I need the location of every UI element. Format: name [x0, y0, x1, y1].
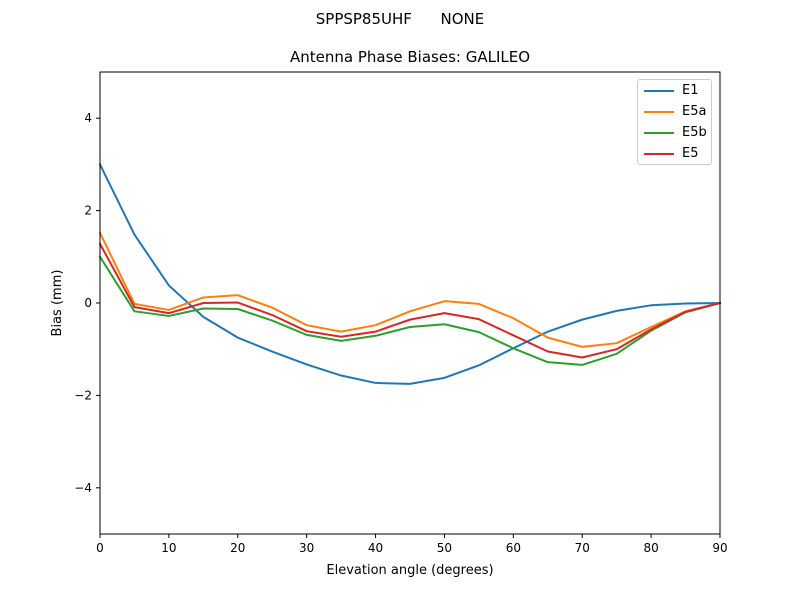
legend-label-e5b: E5b [682, 125, 707, 140]
x-tick-label: 50 [437, 541, 452, 555]
chart-title: Antenna Phase Biases: GALILEO [289, 48, 531, 66]
x-tick-label: 0 [96, 541, 104, 555]
legend-swatch-e5a [644, 111, 674, 113]
x-tick-label: 60 [506, 541, 521, 555]
legend-item-e5a: E5a [644, 102, 710, 122]
series-line-e1 [98, 163, 722, 385]
ticks-layer: 0 10 20 30 40 50 60 70 80 90 −4 −2 0 2 4 [74, 111, 727, 555]
plot-frame [99, 71, 721, 535]
legend-label-e5a: E5a [682, 104, 707, 119]
series-line-e5a [98, 231, 722, 348]
x-tick-label: 40 [368, 541, 383, 555]
series-layer [98, 163, 722, 385]
x-tick-label: 10 [161, 541, 176, 555]
y-tick-label: 2 [84, 204, 92, 218]
y-axis-label: Bias (mm) [50, 270, 65, 337]
legend-item-e1: E1 [644, 81, 710, 101]
legend-swatch-e5b [644, 132, 674, 134]
series-line-e5b [98, 255, 722, 366]
legend-swatch-e5 [644, 153, 674, 155]
y-tick-label: −2 [74, 388, 92, 402]
legend-label-e5: E5 [682, 146, 699, 161]
x-tick-label: 80 [643, 541, 658, 555]
y-tick-label: 4 [84, 111, 92, 125]
y-tick-label: −4 [74, 481, 92, 495]
legend: E1 E5a E5b E5 [637, 79, 712, 165]
x-tick-label: 30 [299, 541, 314, 555]
series-line-e5 [98, 242, 722, 359]
x-tick-label: 70 [575, 541, 590, 555]
legend-swatch-e1 [644, 90, 674, 92]
y-tick-label: 0 [84, 296, 92, 310]
figure-suptitle: SPPSP85UHF NONE [315, 10, 485, 28]
legend-label-e1: E1 [682, 83, 699, 98]
legend-item-e5b: E5b [644, 123, 710, 143]
x-tick-label: 90 [712, 541, 727, 555]
x-tick-label: 20 [230, 541, 245, 555]
x-axis-label: Elevation angle (degrees) [326, 563, 493, 578]
legend-item-e5: E5 [644, 144, 710, 164]
